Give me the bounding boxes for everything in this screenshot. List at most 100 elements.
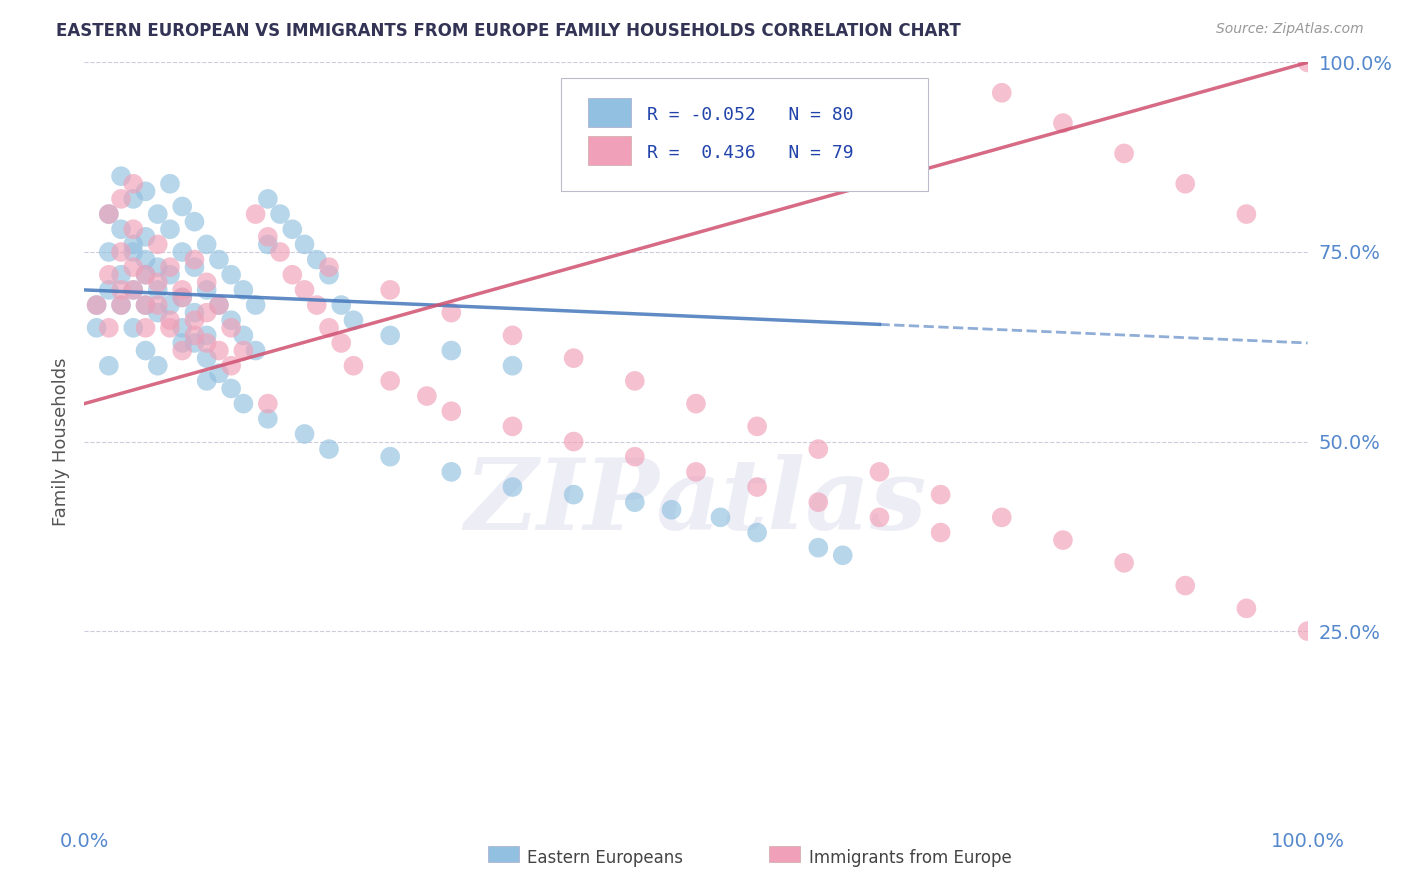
Point <box>257 396 280 410</box>
Point <box>110 169 132 184</box>
Point <box>172 335 194 350</box>
Point <box>305 252 328 267</box>
Text: R =  0.436   N = 79: R = 0.436 N = 79 <box>647 144 853 161</box>
Point <box>1236 601 1258 615</box>
Point <box>208 366 231 380</box>
Point <box>257 192 280 206</box>
Point <box>380 328 402 343</box>
Point <box>929 487 952 501</box>
Point <box>159 268 181 282</box>
Point <box>110 283 132 297</box>
Point <box>195 328 218 343</box>
Point <box>747 525 769 540</box>
Point <box>135 184 157 198</box>
FancyBboxPatch shape <box>561 78 928 191</box>
Point <box>747 419 769 434</box>
Point <box>208 252 231 267</box>
Point <box>624 374 647 388</box>
Point <box>380 374 402 388</box>
Point <box>122 283 145 297</box>
Point <box>86 320 108 334</box>
Point <box>135 320 157 334</box>
Point <box>195 335 218 350</box>
Point <box>245 343 267 358</box>
Point <box>807 442 830 457</box>
Point <box>318 260 340 274</box>
Point <box>245 298 267 312</box>
Point <box>97 207 120 221</box>
Point <box>502 419 524 434</box>
Point <box>135 268 157 282</box>
Point <box>294 427 316 442</box>
Point <box>281 222 304 236</box>
Point <box>146 260 169 274</box>
Point <box>146 207 169 221</box>
Point <box>330 298 353 312</box>
Point <box>257 412 280 426</box>
Point <box>440 404 463 418</box>
Point <box>1174 177 1197 191</box>
Point <box>159 298 181 312</box>
Point <box>135 268 157 282</box>
Point <box>807 541 830 555</box>
Point <box>195 237 218 252</box>
Point <box>330 335 353 350</box>
Point <box>159 177 181 191</box>
Point <box>1114 556 1136 570</box>
Point <box>318 268 340 282</box>
Point <box>1052 533 1074 547</box>
Point <box>122 177 145 191</box>
Point <box>257 237 280 252</box>
Point <box>440 465 463 479</box>
Point <box>135 229 157 244</box>
Point <box>183 214 205 228</box>
Point <box>159 222 181 236</box>
Point <box>146 283 169 297</box>
Point <box>380 450 402 464</box>
Point <box>440 343 463 358</box>
Point <box>110 244 132 259</box>
Point <box>440 305 463 319</box>
Point <box>183 305 205 319</box>
Point <box>232 343 254 358</box>
Text: Source: ZipAtlas.com: Source: ZipAtlas.com <box>1216 22 1364 37</box>
Point <box>208 298 231 312</box>
Point <box>831 548 853 563</box>
Point <box>135 298 157 312</box>
Bar <box>588 136 631 165</box>
Point <box>747 480 769 494</box>
Bar <box>488 846 519 863</box>
Point <box>624 450 647 464</box>
Point <box>195 275 218 289</box>
Point <box>305 298 328 312</box>
Point <box>172 291 194 305</box>
Point <box>195 374 218 388</box>
Point <box>219 313 242 327</box>
Point <box>146 298 169 312</box>
Point <box>97 283 120 297</box>
Point <box>219 382 242 396</box>
Point <box>159 320 181 334</box>
Point <box>183 260 205 274</box>
Text: EASTERN EUROPEAN VS IMMIGRANTS FROM EUROPE FAMILY HOUSEHOLDS CORRELATION CHART: EASTERN EUROPEAN VS IMMIGRANTS FROM EURO… <box>56 22 960 40</box>
Point <box>219 268 242 282</box>
Point <box>97 268 120 282</box>
Point <box>110 222 132 236</box>
Point <box>1052 116 1074 130</box>
Point <box>110 268 132 282</box>
Point <box>86 298 108 312</box>
Point <box>624 495 647 509</box>
Point <box>146 275 169 289</box>
Text: Eastern Europeans: Eastern Europeans <box>527 848 683 867</box>
Point <box>1296 55 1319 70</box>
Point <box>183 328 205 343</box>
Point <box>97 320 120 334</box>
Point <box>869 510 891 524</box>
Point <box>122 222 145 236</box>
Point <box>245 207 267 221</box>
Point <box>135 343 157 358</box>
Point <box>219 320 242 334</box>
Point <box>562 434 585 449</box>
Point <box>122 237 145 252</box>
Point <box>416 389 439 403</box>
